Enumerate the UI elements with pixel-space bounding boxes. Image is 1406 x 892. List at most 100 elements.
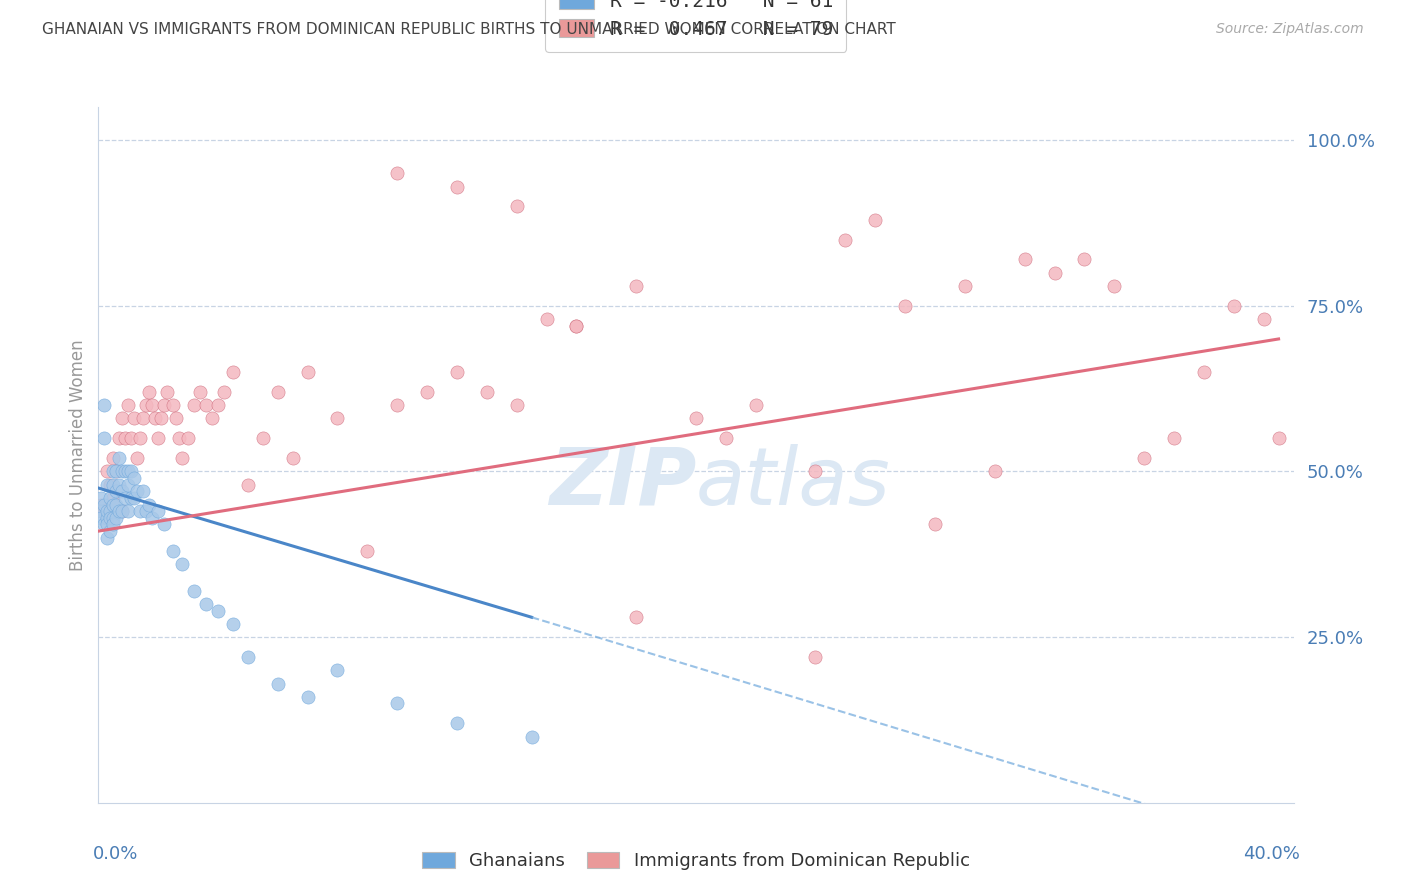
Point [103, 511, 125, 525]
Point [416, 384, 439, 399]
Point [804, 650, 827, 665]
Point [536, 312, 558, 326]
Point [120, 431, 142, 445]
Point [105, 465, 128, 479]
Point [98, 504, 122, 518]
Point [153, 398, 176, 412]
Point [111, 411, 134, 425]
Point [385, 697, 409, 711]
Point [165, 411, 187, 425]
Point [98, 511, 122, 525]
Point [172, 558, 194, 572]
Point [804, 465, 827, 479]
Point [1267, 431, 1289, 445]
Point [685, 411, 707, 425]
Point [148, 431, 170, 445]
Point [565, 318, 588, 333]
Point [984, 465, 1007, 479]
Point [834, 233, 856, 247]
Point [96, 504, 118, 518]
Point [124, 491, 146, 505]
Text: 0.0%: 0.0% [93, 845, 138, 863]
Point [167, 431, 190, 445]
Point [150, 411, 173, 425]
Point [105, 511, 128, 525]
Point [745, 398, 768, 412]
Point [129, 431, 152, 445]
Point [98, 524, 122, 538]
Point [117, 504, 139, 518]
Point [1073, 252, 1095, 267]
Point [90, 504, 112, 518]
Point [117, 465, 139, 479]
Point [1163, 431, 1185, 445]
Point [1223, 299, 1246, 313]
Point [1043, 266, 1066, 280]
Point [195, 597, 218, 611]
Point [446, 179, 468, 194]
Point [111, 484, 134, 499]
Point [103, 517, 125, 532]
Text: Source: ZipAtlas.com: Source: ZipAtlas.com [1216, 22, 1364, 37]
Point [1253, 312, 1275, 326]
Point [108, 477, 131, 491]
Point [297, 365, 319, 379]
Legend: Ghanaians, Immigrants from Dominican Republic: Ghanaians, Immigrants from Dominican Rep… [415, 845, 977, 877]
Point [356, 544, 378, 558]
Point [207, 604, 229, 618]
Point [117, 398, 139, 412]
Point [96, 511, 118, 525]
Point [96, 531, 118, 545]
Text: atlas: atlas [696, 443, 891, 522]
Point [141, 511, 163, 525]
Point [114, 465, 136, 479]
Point [188, 384, 211, 399]
Point [96, 465, 118, 479]
Point [114, 431, 136, 445]
Point [201, 411, 224, 425]
Point [475, 384, 498, 399]
Point [924, 517, 946, 532]
Point [222, 616, 245, 631]
Point [90, 511, 112, 525]
Point [385, 398, 409, 412]
Point [120, 491, 142, 505]
Point [111, 504, 134, 518]
Point [111, 504, 134, 518]
Point [281, 451, 304, 466]
Point [93, 517, 115, 532]
Point [105, 498, 128, 512]
Point [90, 491, 112, 505]
Point [96, 477, 118, 491]
Point [714, 431, 737, 445]
Point [98, 491, 122, 505]
Y-axis label: Births to Unmarried Women: Births to Unmarried Women [69, 339, 87, 571]
Point [267, 676, 290, 690]
Point [626, 279, 648, 293]
Point [162, 398, 184, 412]
Point [108, 451, 131, 466]
Point [177, 431, 200, 445]
Point [93, 504, 115, 518]
Point [111, 465, 134, 479]
Point [267, 384, 290, 399]
Point [212, 384, 235, 399]
Point [132, 411, 155, 425]
Point [865, 212, 887, 227]
Point [162, 544, 184, 558]
Point [141, 398, 163, 412]
Point [93, 398, 115, 412]
Point [108, 504, 131, 518]
Point [124, 471, 146, 485]
Point [153, 517, 176, 532]
Point [90, 498, 112, 512]
Point [894, 299, 917, 313]
Point [124, 411, 146, 425]
Point [96, 517, 118, 532]
Text: ZIP: ZIP [548, 443, 696, 522]
Point [172, 451, 194, 466]
Text: 40.0%: 40.0% [1243, 845, 1299, 863]
Point [385, 166, 409, 180]
Point [103, 451, 125, 466]
Point [105, 465, 128, 479]
